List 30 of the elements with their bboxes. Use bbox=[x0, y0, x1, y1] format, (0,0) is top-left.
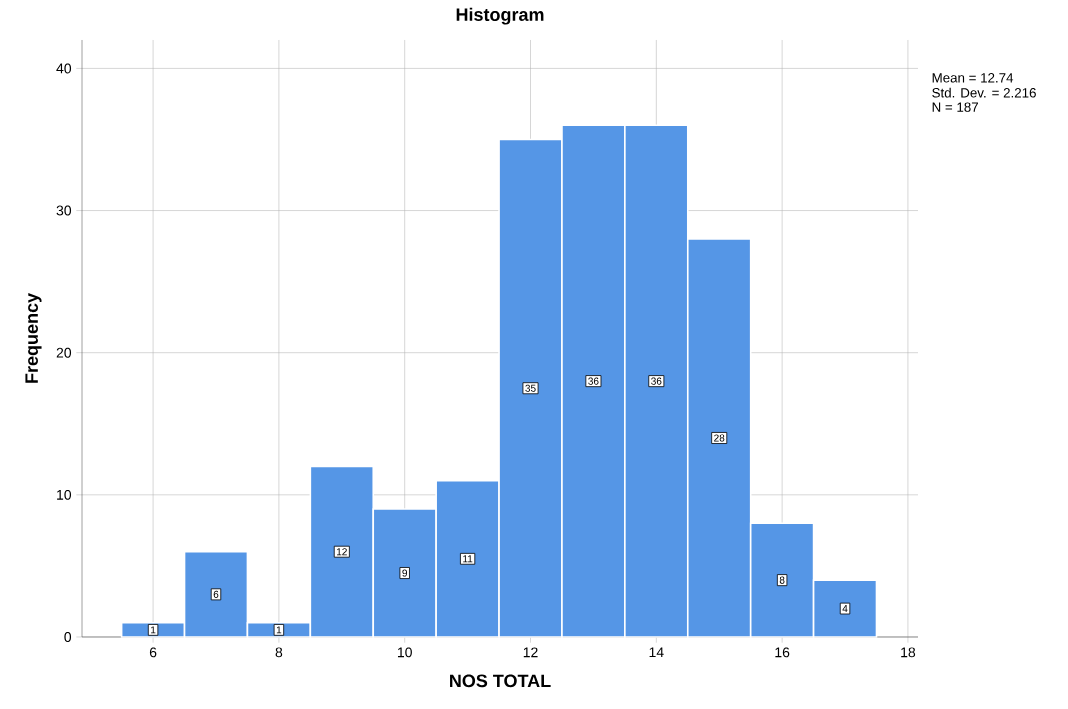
y-tick-label: 0 bbox=[64, 632, 72, 642]
data-label: 36 bbox=[588, 377, 599, 385]
data-label: 1 bbox=[151, 626, 156, 634]
data-label: 35 bbox=[525, 384, 536, 392]
text: Std. Dev. = 2.216 bbox=[932, 87, 1036, 98]
y-tick-label: 30 bbox=[56, 205, 72, 216]
text: Mean = 12.74 bbox=[932, 73, 1014, 83]
y-tick-label: 10 bbox=[57, 489, 72, 500]
x-tick-label: 18 bbox=[901, 647, 916, 658]
x-tick-label: 16 bbox=[775, 647, 790, 658]
data-label: 36 bbox=[651, 377, 662, 385]
x-tick-label: 6 bbox=[149, 647, 157, 658]
x-tick-label: 8 bbox=[275, 647, 283, 658]
y-tick-label: 20 bbox=[56, 347, 72, 358]
data-label: 1 bbox=[276, 626, 282, 634]
y-axis-title: Frequency bbox=[25, 293, 42, 383]
data-label: 4 bbox=[842, 605, 848, 612]
data-label: 28 bbox=[714, 434, 725, 442]
text: N = 187 bbox=[932, 102, 978, 112]
x-tick-label: 12 bbox=[523, 647, 538, 658]
data-label: 9 bbox=[402, 569, 407, 577]
data-label: 6 bbox=[213, 590, 219, 598]
y-tick-label: 40 bbox=[56, 63, 72, 74]
x-tick-label: 10 bbox=[397, 647, 412, 658]
data-label: 8 bbox=[779, 576, 785, 584]
x-tick-label: 14 bbox=[649, 647, 664, 658]
x-axis-title: NOS TOTAL bbox=[450, 674, 551, 688]
data-label: 11 bbox=[463, 555, 473, 563]
chart-title: Histogram bbox=[456, 7, 544, 25]
data-label: 12 bbox=[336, 548, 347, 556]
